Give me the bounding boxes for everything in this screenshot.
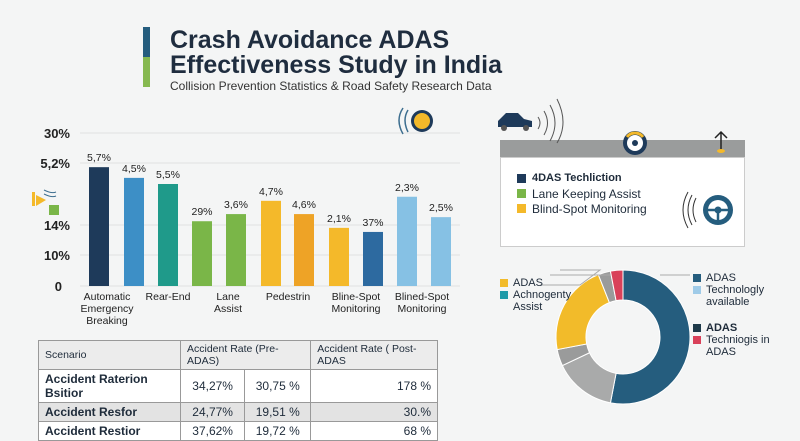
table-row: Accident Resfor 24,77% 19,51 % 30.% [38, 402, 438, 422]
cell-pre2: 19,51 % [244, 402, 312, 422]
legend-swatch [693, 324, 701, 332]
x-category-label: Rear-End [146, 291, 191, 303]
legend-label: Lane Keeping Assist [532, 187, 641, 201]
y-tick-label: 0 [55, 279, 62, 294]
legend-title: ADAS [513, 277, 543, 289]
header-pre-adas: Accident Rate (Pre-ADAS) [179, 340, 312, 370]
page-title-line1: Crash Avoidance ADAS [170, 26, 450, 54]
legend-item: Blind-Spot Monitoring [517, 202, 647, 216]
legend-sub: Achnogenty Assist [513, 289, 572, 313]
title-accent-green [143, 57, 150, 87]
car-icon [498, 113, 532, 131]
bar-chart: 30% 5,2% 14% 10% 0 5,7% 4,5% 5,5% 29% 3,6% 4,7% 4,… [32, 107, 460, 327]
cell-pre2: 19,72 % [244, 421, 312, 441]
header-scenario: Scenario [38, 340, 181, 370]
legend-title: ADAS [706, 322, 738, 334]
bar [124, 177, 144, 286]
legend-swatch [500, 291, 508, 299]
cell-pre: 24,77% [179, 402, 246, 422]
legend-label: 4DAS Techliction [532, 172, 622, 184]
accident-rate-table: Scenario Accident Rate (Pre-ADAS) Accide… [38, 340, 438, 441]
legend-sub: Techniogis in ADAS [706, 334, 770, 358]
title-accent-blue [143, 27, 150, 57]
driver-signal-icon [398, 107, 433, 135]
bar [226, 214, 246, 286]
x-category-label: Blined-Spot Monitoring [395, 291, 449, 315]
bar-value-label: 5,5% [156, 169, 180, 181]
donut-legend-item: ADAS Technologly available [693, 272, 793, 308]
y-tick-label: 14% [44, 218, 70, 233]
road-strip [500, 140, 745, 157]
steering-wheel-signal-icon [682, 191, 733, 229]
header-post-adas: Accident Rate ( Post-ADAS [310, 340, 438, 370]
bar-value-label: 37% [362, 217, 383, 229]
bar-value-label: 3,6% [224, 199, 248, 211]
bar-value-label: 2,5% [429, 202, 453, 214]
table-row: Accident Restior 37,62% 19,72 % 68 % [38, 421, 438, 441]
legend-swatch [693, 286, 701, 294]
bar-value-label: 2,1% [327, 213, 351, 225]
x-category-label: Lane Assist [214, 291, 242, 315]
page-title-line2: Effectiveness Study in India [170, 51, 503, 79]
page-subtitle: Collision Prevention Statistics & Road S… [170, 79, 492, 93]
cell-pre2: 30,75 % [244, 369, 312, 403]
cell-post: 178 % [310, 369, 438, 403]
bar [89, 167, 109, 286]
bar-value-label: 4,5% [122, 163, 146, 175]
x-category-label: Pedestrin [266, 291, 311, 303]
cell-scenario: Accident Resfor [38, 402, 181, 422]
cell-post: 30.% [310, 402, 438, 422]
bar [261, 200, 281, 286]
bar-value-label: 2,3% [395, 182, 419, 194]
donut-slice [609, 269, 624, 302]
donut-legend-item: ADAS Achnogenty Assist [500, 277, 600, 313]
legend-swatch [500, 279, 508, 287]
bar [158, 184, 178, 286]
legend-swatch [517, 189, 526, 198]
legend-item: 4DAS Techliction [517, 172, 622, 184]
bar [329, 227, 349, 286]
bar [397, 196, 417, 286]
bar-value-label: 5,7% [87, 152, 111, 164]
legend-panel [500, 157, 745, 247]
legend-swatch [517, 204, 526, 213]
legend-item: Lane Keeping Assist [517, 187, 641, 201]
cell-post: 68 % [310, 421, 438, 441]
sensor-wave-icon [32, 189, 59, 215]
bar-value-label: 29% [191, 206, 212, 218]
legend-swatch [517, 174, 526, 183]
bar-value-label: 4,6% [292, 199, 316, 211]
up-arrow-icon [714, 130, 728, 150]
legend-swatch [693, 274, 701, 282]
x-category-label: Bline-Spot Monitoring [331, 291, 380, 315]
bar [294, 214, 314, 286]
x-category-label: Automatic Emergency Breaking [80, 291, 134, 327]
cell-pre: 34,27% [179, 369, 246, 403]
legend-label: Blind-Spot Monitoring [532, 202, 647, 216]
donut-slice [609, 269, 691, 405]
signal-waves-icon [537, 98, 564, 144]
donut-chart [540, 269, 691, 405]
y-tick-label: 30% [44, 126, 70, 141]
table-header-row: Scenario Accident Rate (Pre-ADAS) Accide… [38, 340, 438, 370]
steering-wheel-icon [623, 131, 647, 155]
y-tick-label: 10% [44, 248, 70, 263]
bar [431, 217, 451, 286]
legend-swatch [693, 336, 701, 344]
bar [363, 231, 383, 286]
legend-title: ADAS [706, 272, 736, 284]
y-tick-label: 5,2% [40, 156, 70, 171]
donut-legend-item: ADAS Techniogis in ADAS [693, 322, 793, 358]
cell-pre: 37,62% [179, 421, 246, 441]
bar-value-label: 4,7% [259, 186, 283, 198]
bar [192, 221, 212, 286]
table-row: Accident Raterion Bsitior 34,27% 30,75 % 17… [38, 369, 438, 403]
cell-scenario: Accident Restior [38, 421, 181, 441]
cell-scenario: Accident Raterion Bsitior [38, 369, 181, 403]
road-icons [498, 98, 728, 155]
legend-sub: Technologly available [706, 284, 765, 308]
